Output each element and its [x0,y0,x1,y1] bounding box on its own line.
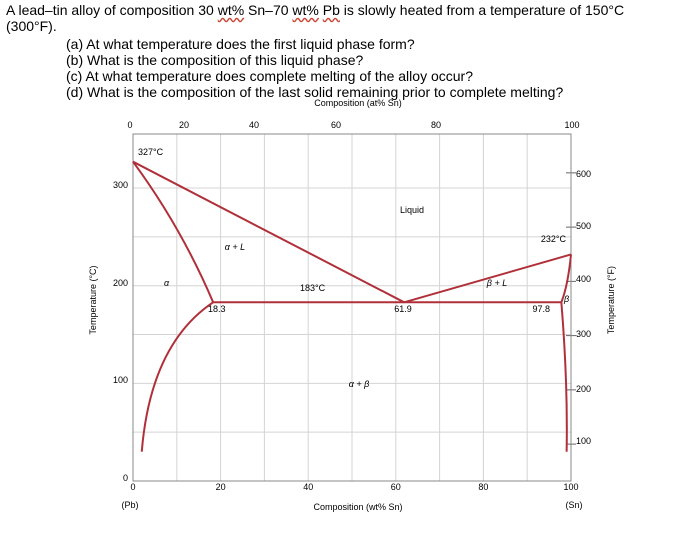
alpha-plus-liquid-label: α + L [225,242,245,252]
top-tick: 60 [331,120,341,130]
question-intro-part: Sn–70 [244,2,293,18]
right-tick: 300 [576,329,591,339]
top-tick: 40 [249,120,259,130]
question-part-a: (a) At what temperature does the first l… [66,36,415,52]
bottom-axis-title: Composition (wt% Sn) [313,502,402,512]
top-tick: 0 [127,120,132,130]
solidus-beta [560,254,572,303]
beta-limit-label: 97.8 [532,304,550,314]
liquid-region-label: Liquid [400,205,424,215]
question-intro-line2: (300°F). [6,18,57,34]
right-tick: 200 [576,384,591,394]
top-ticks: 0 20 40 60 80 100 [127,120,579,130]
solvus-beta [560,302,568,452]
question-part-d: (d) What is the composition of the last … [66,84,564,100]
pb-melting-point-label: 327°C [138,147,164,157]
grid [133,134,576,481]
eutectic-temperature-label: 183°C [300,283,326,293]
question-intro-pb: Pb [322,2,340,18]
liquidus-left [132,160,405,304]
left-tick: 100 [113,375,128,385]
bottom-tick: 20 [216,482,226,492]
phase-boundaries [132,160,572,452]
alpha-limit-label: 18.3 [208,304,226,314]
right-tick: 500 [576,221,591,231]
left-tick: 300 [113,180,128,190]
top-tick: 20 [179,120,189,130]
top-tick: 100 [564,120,579,130]
left-tick: 0 [123,473,128,483]
right-tick: 400 [576,274,591,284]
sn-melting-point-label: 232°C [541,234,567,244]
question-intro-line1: A lead–tin alloy of composition 30 wt% S… [6,2,624,18]
alpha-region-label: α [164,278,170,288]
pb-label: (Pb) [121,500,138,510]
liquidus-right [403,253,572,304]
question-intro-wt: wt% [292,2,319,18]
question-intro-part: is slowly heated from a temperature of 1… [339,2,625,18]
bottom-tick: 80 [478,482,488,492]
right-tick: 100 [576,436,591,446]
top-tick: 80 [431,120,441,130]
question-part-c: (c) At what temperature does complete me… [66,68,473,84]
right-ticks: 100 200 300 400 500 600 [576,169,591,446]
bottom-tick: 40 [303,482,313,492]
question-intro-wt: wt% [217,2,245,18]
question-intro-part: A lead–tin alloy of composition 30 [6,2,218,18]
top-axis-title: Composition (at% Sn) [314,98,402,108]
left-axis-title: Temperature (°C) [88,265,98,334]
bottom-tick: 0 [130,482,135,492]
right-tick: 600 [576,169,591,179]
bottom-tick: 100 [563,482,578,492]
beta-region-label: β [563,294,569,304]
question-part-b: (b) What is the composition of this liqu… [66,52,364,68]
bottom-tick: 60 [391,482,401,492]
right-axis-title: Temperature (°F) [606,266,616,334]
left-tick: 200 [113,278,128,288]
beta-plus-liquid-label: β + L [486,278,507,288]
left-ticks: 0 100 200 300 [113,180,128,483]
eutectic-composition-label: 61.9 [394,304,412,314]
alpha-plus-beta-label: α + β [349,379,370,389]
solvus-alpha [140,301,214,452]
bottom-ticks: 0 20 40 60 80 100 [130,482,578,492]
sn-label: (Sn) [565,500,582,510]
plot-frame [132,133,572,482]
solidus-alpha [132,161,215,303]
